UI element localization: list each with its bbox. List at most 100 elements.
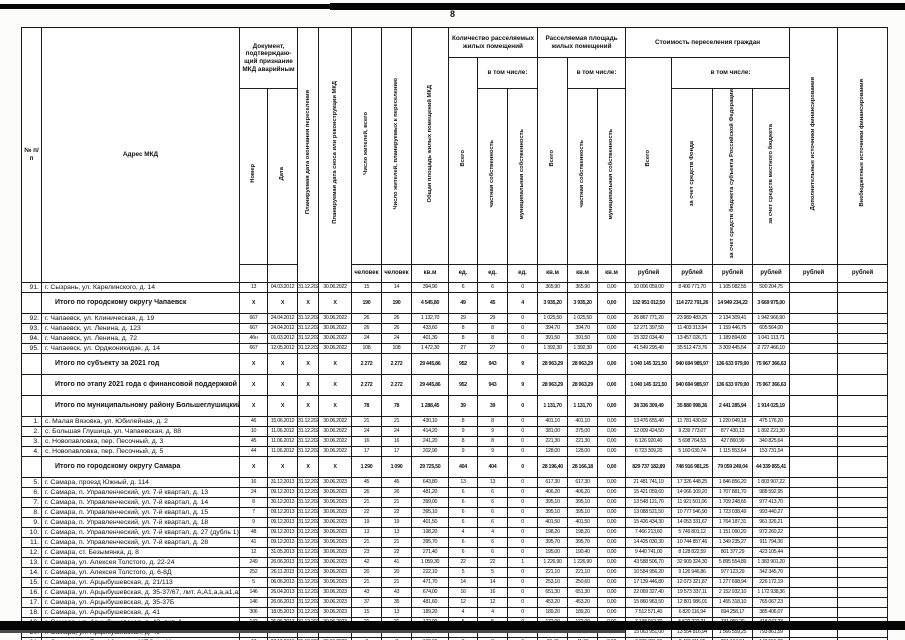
cell-value: 8 — [448, 322, 478, 334]
cell-value: 108 — [351, 342, 382, 354]
cell-value: 381,00 — [537, 425, 569, 437]
cell-value: 10 777 946,90 — [671, 506, 714, 518]
cell-value: 5 — [239, 576, 268, 588]
cell-value: 605 564,00 — [752, 322, 791, 334]
col-residents-total-header: Число жителей, всего — [351, 27, 382, 265]
cell-value: 19 573 337,11 — [671, 586, 714, 598]
cell-value: 12 009 424,50 — [625, 425, 673, 437]
cell-value: 31.12.2021 — [297, 506, 319, 518]
cell-value: 15.06.2012 — [267, 415, 298, 427]
cell-value: 9 — [239, 516, 268, 528]
cell-value: 23 — [351, 546, 382, 558]
cell-value — [789, 496, 839, 508]
cell-value: 10 — [239, 425, 268, 437]
cell-value: 31.12.2021 — [297, 312, 319, 324]
cell-value: 31.12.2021 — [297, 556, 319, 568]
cell-value — [837, 342, 889, 354]
cell-value: 5 698 764,53 — [671, 435, 714, 447]
cell-value — [789, 394, 839, 417]
cell-value: 01.03.2012 — [267, 332, 298, 344]
cell-value: 8 128 822,59 — [671, 546, 714, 558]
page-number: 8 — [450, 9, 456, 19]
cell-value: 911 794,36 — [752, 536, 791, 548]
table-row: 18. г. Самара, ул. Арцыбушевская, д. 41 30… — [21, 606, 889, 618]
cell-value: 6 — [477, 516, 508, 528]
cell-value: 26 — [381, 486, 412, 498]
row-number: 16. — [21, 586, 42, 598]
cell-value: 394,70 — [567, 322, 599, 334]
cell-value: 31.12.2021 — [297, 445, 319, 457]
unit-ed-1: ед. — [448, 263, 478, 283]
cell-value: 6 — [477, 496, 508, 508]
row-number — [21, 455, 42, 478]
cell-value: 801 377,29 — [712, 546, 754, 558]
cell-value: 0 — [506, 425, 539, 437]
cell-value: 24 — [381, 332, 412, 344]
mkd-address: г. Самара, ул. Арцыбушевская, д. 35-37/6… — [41, 586, 240, 598]
cell-value: 1 132,70 — [411, 312, 449, 324]
unit-rub-6: рублей — [837, 263, 889, 283]
cell-value: X — [267, 373, 298, 396]
cell-value: 2 272 — [351, 373, 382, 396]
cell-value — [837, 596, 889, 608]
cell-value: 14 — [381, 281, 412, 293]
cell-value: 190 — [351, 291, 382, 314]
cell-value: 0,00 — [597, 506, 627, 518]
cell-value: 31.12.2021 — [297, 425, 319, 437]
cell-value: 26 — [351, 312, 382, 324]
mkd-address: Итого по городскому округу Самара — [41, 455, 240, 478]
cell-value: 340 825,64 — [752, 435, 791, 447]
cell-value: 31.12.2021 — [297, 322, 319, 334]
cell-value: 39 — [477, 394, 508, 417]
cell-value: 28 963,29 — [537, 352, 569, 375]
cell-value: 4 — [477, 606, 508, 618]
cell-value: 11 403 313,94 — [671, 322, 714, 334]
cell-value: X — [318, 373, 352, 396]
cell-value: 0 — [506, 435, 539, 447]
cell-value: 43 — [381, 586, 412, 598]
cell-value: 406,20 — [567, 486, 599, 498]
cell-value: 0 — [506, 596, 539, 608]
cell-value: 0,00 — [597, 322, 627, 334]
cell-value: 20 — [381, 566, 412, 578]
cell-value: 15 — [351, 606, 382, 618]
mkd-address: с. Большая Глушица, ул. Чапаевская, д. 8… — [41, 425, 240, 437]
mkd-address: Итого по субъекту за 2021 год — [41, 352, 240, 375]
cell-value: 27 — [477, 342, 508, 354]
table-row: 93. г. Чапаевск, ул. Ленина, д. 123 667 24.… — [21, 322, 889, 334]
cell-value: 31.12.2021 — [297, 332, 319, 344]
cell-value: 9 126 946,86 — [671, 566, 714, 578]
cell-value: 221,10 — [567, 566, 599, 578]
cell-value: 395,70 — [411, 536, 449, 548]
cell-value: 28 963,29 — [567, 373, 599, 396]
cell-value: 404 — [477, 455, 508, 478]
cell-value: 6 — [448, 506, 478, 518]
cell-value: 391,50 — [537, 332, 569, 344]
cell-value: 1 151 090,20 — [712, 526, 754, 538]
cell-value: 943 — [477, 352, 508, 375]
cell-value: 342 345,70 — [752, 566, 791, 578]
cell-value: 45 — [239, 435, 268, 447]
row-number: 8. — [21, 506, 42, 518]
cell-value: 30.06.2022 — [318, 415, 352, 427]
cell-value: 6 723 309,20 — [625, 445, 673, 457]
cell-value: 1 226,90 — [537, 556, 569, 568]
col-plan-end-header: Планируемая дата окончания переселения — [297, 27, 319, 283]
cell-value: 394,70 — [537, 322, 569, 334]
mkd-address: с. Новопавловка, пер. Песочный, д. 5 — [41, 445, 240, 457]
cell-value: 829 737 182,89 — [625, 455, 673, 478]
cell-value: 0,00 — [597, 373, 627, 396]
area-including-header: в том числе: — [567, 57, 627, 89]
cell-value: 765 067,23 — [752, 596, 791, 608]
cell-value: 2 272 — [381, 373, 412, 396]
cell-value: 22 — [381, 506, 412, 518]
cell-value: 6 126 920,40 — [625, 435, 673, 447]
cell-value — [789, 455, 839, 478]
cell-value: 31.12.2021 — [297, 476, 319, 488]
cell-value: 45 — [351, 476, 382, 488]
cell-value: 30.06.2022 — [318, 425, 352, 437]
cell-value: 471,70 — [411, 576, 449, 588]
mkd-address: г. Самара, п. Управленческий, ул. 7-й кв… — [41, 516, 240, 528]
cell-value: 19 — [381, 516, 412, 528]
cell-value: 0 — [506, 322, 539, 334]
